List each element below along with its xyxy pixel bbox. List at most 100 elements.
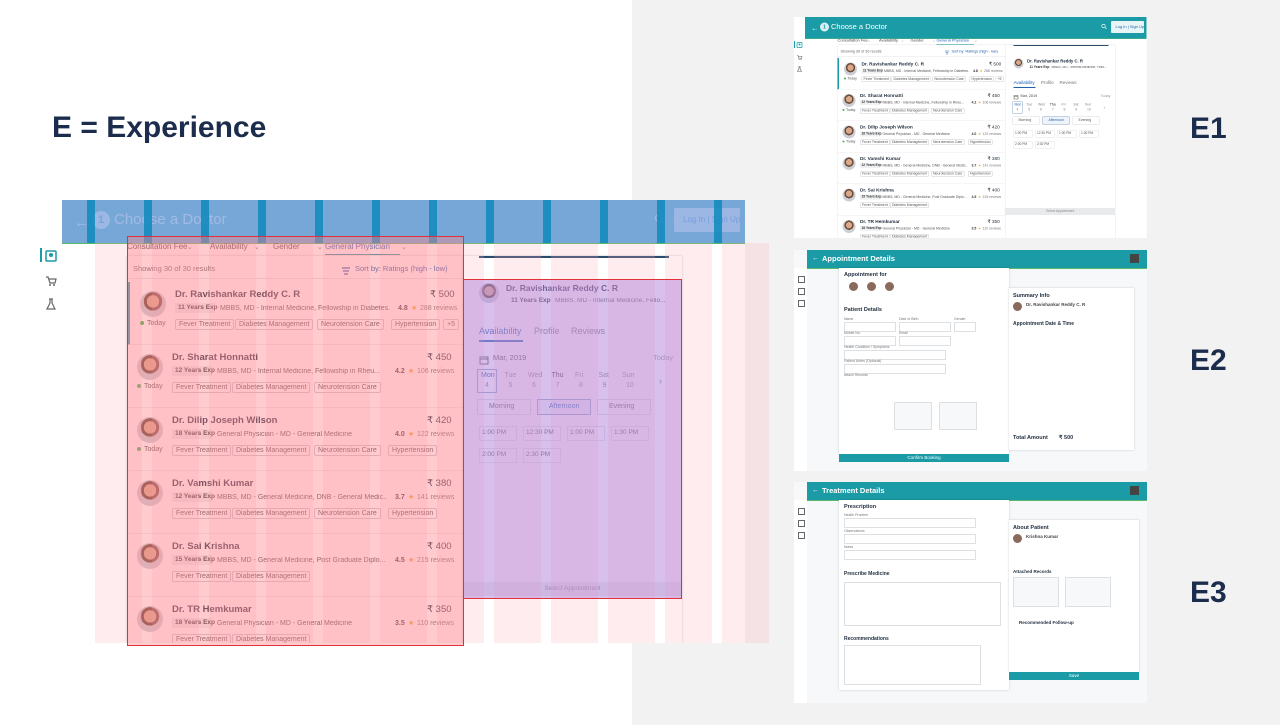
doctor-row[interactable]: Dr. Ravishankar Reddy C. R 11 Years Exp MB… (837, 58, 1007, 90)
time-label[interactable]: 2:00 PM (482, 451, 507, 458)
time-label[interactable]: 2:30 PM (526, 451, 551, 458)
app-header: ← 1 Choose a Doctor Log In | Sign Up (62, 200, 745, 243)
doctor-list-panel: Showing 30 of 30 results Sort by: Ratings… (837, 45, 1007, 238)
time-label[interactable]: 2:00 PM (1015, 142, 1028, 146)
select-button-label[interactable]: Select Appointment (1046, 209, 1075, 213)
day-date: 4 (485, 382, 489, 389)
filter-dropdown[interactable]: Consultation Fee (837, 38, 868, 43)
detail-tab[interactable]: Profile (534, 326, 560, 336)
time-label[interactable]: 2:30 PM (1037, 142, 1050, 146)
detail-degree: MBBS, MD - Internal Medicine, Fello... (555, 298, 666, 304)
period-label[interactable]: Morning (1018, 118, 1032, 123)
confirm-label[interactable]: Confirm Booking (907, 455, 941, 460)
time-label[interactable]: 1:00 PM (570, 429, 595, 436)
day-name[interactable]: Sun (1085, 103, 1092, 107)
doctor-row[interactable]: Dr. TR Hemkumar 18 Years Exp General Physi… (127, 597, 463, 643)
specialty-tag: Neurotension Care (314, 508, 381, 519)
detail-tab[interactable]: Reviews (1059, 80, 1077, 85)
filter-dropdown[interactable]: Consultation Fee (127, 242, 188, 251)
day-name[interactable]: Fri (1061, 103, 1066, 107)
save-label[interactable]: Save (1068, 673, 1080, 678)
availability: Today (144, 383, 163, 390)
section-title: Prescription (844, 504, 877, 510)
day-name[interactable]: Tue (504, 372, 517, 379)
filter-dropdown[interactable]: General Physician (325, 242, 390, 251)
period-label[interactable]: Afternoon (1048, 118, 1064, 123)
sort-dropdown[interactable]: Sort by: Ratings (high - low) (951, 49, 998, 54)
login-link[interactable]: Log In | Sign Up (1115, 24, 1145, 29)
doctor-name: Dr. Sai Krishna (860, 187, 894, 193)
availability-dot (844, 77, 846, 80)
experience: 15 Years Exp (175, 556, 215, 563)
doctor-row[interactable]: Dr. Sai Krishna 15 Years Exp MBBS, MD - Ge… (837, 184, 1006, 216)
detail-tab[interactable]: Reviews (571, 326, 606, 336)
select-button-label[interactable]: Select Appointment (544, 585, 601, 592)
time-label[interactable]: 1:00 PM (1015, 131, 1028, 135)
login-link[interactable]: Log In | Sign Up (683, 215, 741, 224)
degree: MBBS, MD - General Medicine, DNB - Gener… (217, 494, 387, 501)
detail-tab[interactable]: Availability (1013, 80, 1035, 85)
doctor-row[interactable]: Dr. Sai Krishna 15 Years Exp MBBS, MD - Ge… (127, 534, 463, 597)
degree: MBBS, MD - General Medicine, DNB - Gener… (882, 164, 968, 168)
doctor-row[interactable]: Dr. Vamshi Kumar 12 Years Exp MBBS, MD - G… (127, 471, 463, 534)
doctor-row[interactable]: Dr. Ravishankar Reddy C. R 11 Years Exp MB… (127, 282, 466, 345)
doctor-name: Dr. Ravishankar Reddy C. R (175, 289, 301, 300)
day-name[interactable]: Wed (528, 372, 543, 379)
rating: 3.5 (395, 620, 405, 627)
filter-dropdown[interactable]: Availability (879, 38, 898, 43)
period-label[interactable]: Afternoon (549, 403, 580, 410)
sidebar-icon (45, 297, 57, 310)
day-name[interactable]: Tue (1026, 103, 1033, 107)
doctor-row[interactable]: Dr. Sharat Honnatti 12 Years Exp MBBS, MD … (127, 345, 463, 408)
sort-dropdown[interactable]: Sort by: Ratings (high - low) (355, 264, 448, 273)
doctor-row[interactable]: Dr. Vamshi Kumar 12 Years Exp MBBS, MD - G… (837, 153, 1006, 184)
day-name[interactable]: Sat (1073, 103, 1079, 107)
search-icon (654, 212, 666, 225)
filter-dropdown[interactable]: Gender (910, 38, 924, 43)
time-label[interactable]: 1:30 PM (1081, 131, 1094, 135)
filter-dropdown[interactable]: Availability (210, 242, 248, 251)
day-name[interactable]: Thu (551, 372, 564, 379)
sidebar-icon (798, 520, 805, 527)
price: ₹ 450 (427, 352, 452, 363)
sidebar-icon (45, 249, 57, 262)
back-arrow: ← (74, 214, 89, 231)
detail-tab[interactable]: Profile (1041, 80, 1054, 85)
day-name[interactable]: Thu (1049, 103, 1056, 107)
period-label[interactable]: Evening (609, 403, 635, 410)
degree: General Physician - MD - General Medicin… (882, 132, 951, 137)
doctor-name: Dr. TR Hemkumar (860, 219, 900, 225)
filter-dropdown[interactable]: General Physician (936, 38, 969, 43)
detail-tab[interactable]: Availability (479, 326, 522, 336)
time-label[interactable]: 12:30 PM (526, 429, 554, 436)
day-name[interactable]: Sun (622, 372, 635, 379)
period-label[interactable]: Evening (1078, 118, 1092, 123)
doctor-row[interactable]: Dr. TR Hemkumar 18 Years Exp General Physi… (838, 216, 1006, 238)
day-name[interactable]: Mon (481, 372, 495, 379)
doctor-row[interactable]: Dr. Dilip Joseph Wilson 18 Years Exp Gener… (837, 121, 1006, 153)
summary-card: Summary Info Dr. Ravishankar Reddy C. R Ap… (1009, 288, 1134, 450)
filter-dropdown[interactable]: Gender (273, 242, 300, 251)
doctor-avatar (137, 480, 163, 506)
specialty-tag: Fever Treatment (861, 76, 892, 82)
field-label: Notes (844, 545, 854, 549)
sidebar-icon (798, 288, 805, 295)
period-label[interactable]: Morning (489, 403, 515, 410)
time-label[interactable]: 12:30 PM (1037, 131, 1051, 135)
day-name[interactable]: Mon (1014, 103, 1022, 107)
day-name[interactable]: Wed (1038, 103, 1046, 107)
dropdown-caret: ⌄ (317, 244, 323, 251)
dropdown-caret: ⌄ (254, 244, 260, 251)
day-name[interactable]: Sat (598, 372, 610, 379)
degree: General Physician - MD - General Medicin… (217, 620, 352, 627)
time-label[interactable]: 1:00 PM (482, 429, 507, 436)
doctor-avatar (842, 220, 856, 233)
doctor-row[interactable]: Dr. Sharat Honnatti 12 Years Exp MBBS, MD … (837, 90, 1006, 121)
time-label[interactable]: 1:30 PM (614, 429, 639, 436)
day-name[interactable]: Fri (575, 372, 584, 379)
specialty-tag: Fever Treatment (860, 202, 890, 208)
availability: Today (846, 140, 856, 144)
doctor-row[interactable]: Dr. Dilip Joseph Wilson 18 Years Exp Gener… (127, 408, 463, 471)
time-label[interactable]: 1:00 PM (1059, 131, 1072, 135)
